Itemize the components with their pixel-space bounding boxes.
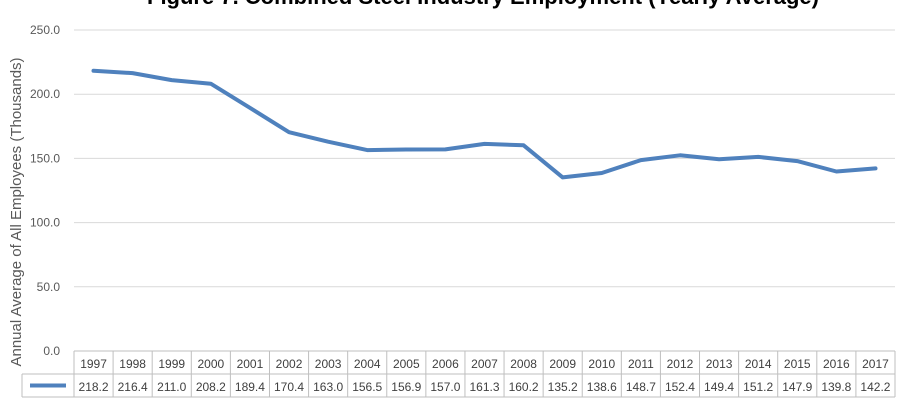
data-label: 160.2	[509, 380, 539, 394]
data-label: 218.2	[79, 380, 109, 394]
data-label: 161.3	[469, 380, 499, 394]
y-tick-label: 50.0	[37, 280, 61, 294]
y-axis-ticks: 0.0 50.0 100.0 150.0 200.0 250.0	[30, 23, 60, 358]
gridlines	[74, 29, 895, 352]
data-table: 1997 218.2 1998 216.4 1999 211.0 2000 208.2 2001…	[21, 350, 896, 398]
x-tick-label: 1999	[158, 357, 185, 371]
data-label: 138.6	[587, 380, 617, 394]
x-tick-label: 2013	[706, 357, 733, 371]
x-tick-label: 2000	[197, 357, 224, 371]
data-label: 211.0	[157, 380, 186, 394]
data-label: 139.8	[821, 380, 851, 394]
x-tick-label: 2001	[237, 357, 264, 371]
x-tick-label: 2008	[510, 357, 537, 371]
y-tick-label: 150.0	[30, 151, 60, 165]
data-label: 148.7	[626, 380, 656, 394]
data-label: 170.4	[274, 380, 304, 394]
x-tick-label: 2015	[784, 357, 811, 371]
data-label: 142.2	[860, 380, 890, 394]
x-tick-label: 2017	[862, 357, 889, 371]
x-tick-label: 2006	[432, 357, 459, 371]
y-axis-label: Annual Average of All Employees (Thousan…	[8, 57, 25, 366]
x-tick-label: 2004	[354, 357, 381, 371]
data-label: 157.0	[430, 380, 460, 394]
data-label: 147.9	[782, 380, 812, 394]
series-line	[91, 68, 878, 180]
plot-area	[91, 68, 878, 180]
x-tick-label: 2016	[823, 357, 850, 371]
data-label: 135.2	[548, 380, 578, 394]
data-label: 208.2	[196, 380, 226, 394]
x-tick-label: 1998	[119, 357, 146, 371]
x-tick-label: 2012	[667, 357, 694, 371]
x-tick-label: 2002	[276, 357, 303, 371]
data-label: 156.9	[391, 380, 421, 394]
y-tick-label: 0.0	[43, 344, 60, 358]
x-tick-label: 2005	[393, 357, 420, 371]
x-tick-label: 2009	[549, 357, 576, 371]
chart-title: Figure 7. Combined Steel Industry Employ…	[147, 0, 819, 9]
data-label: 216.4	[118, 380, 148, 394]
x-tick-label: 2003	[315, 357, 342, 371]
data-label: 151.2	[743, 380, 773, 394]
y-tick-label: 200.0	[30, 87, 60, 101]
data-label: 149.4	[704, 380, 734, 394]
data-label: 163.0	[313, 380, 343, 394]
y-tick-label: 100.0	[30, 216, 60, 230]
y-tick-label: 250.0	[30, 23, 60, 37]
data-label: 156.5	[352, 380, 382, 394]
x-tick-label: 2011	[628, 357, 654, 371]
data-label: 152.4	[665, 380, 695, 394]
x-tick-label: 2010	[588, 357, 615, 371]
x-tick-label: 1997	[80, 357, 107, 371]
data-label: 189.4	[235, 380, 265, 394]
x-tick-label: 2007	[471, 357, 498, 371]
x-tick-label: 2014	[745, 357, 772, 371]
